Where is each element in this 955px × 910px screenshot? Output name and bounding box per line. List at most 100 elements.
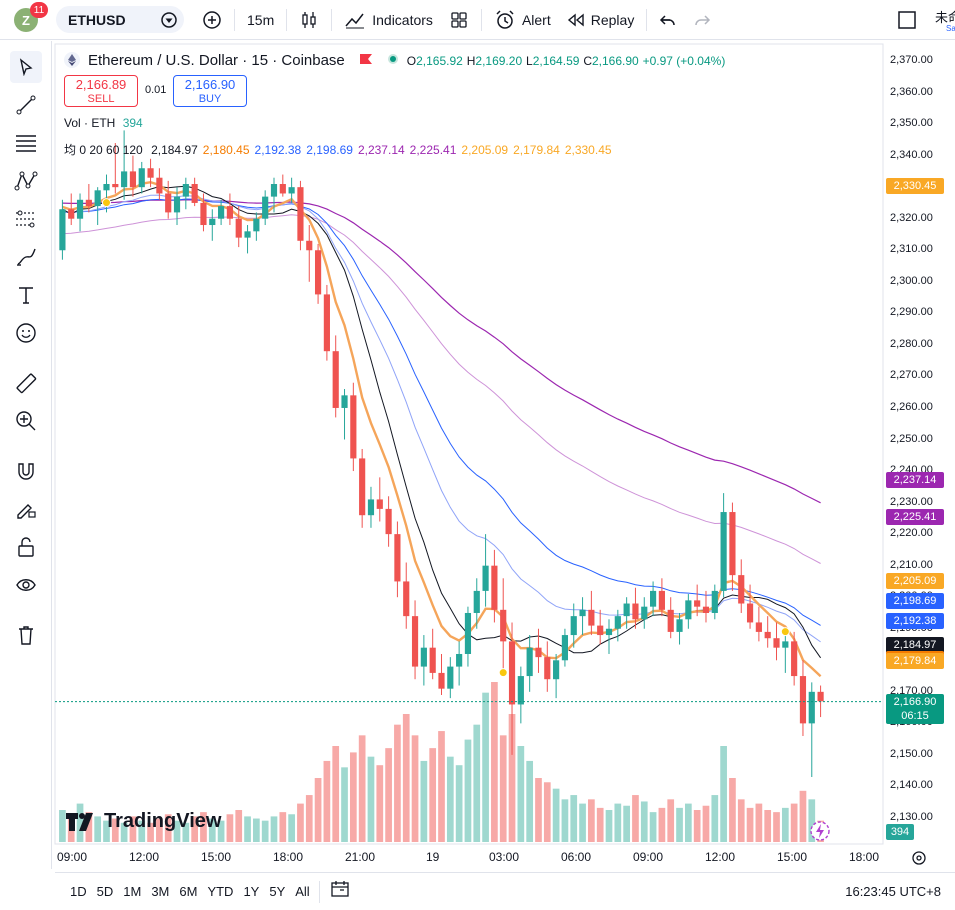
candle-body <box>226 206 233 219</box>
brush-tool[interactable] <box>10 241 42 273</box>
interval-button[interactable]: 15m <box>247 12 275 28</box>
fib-tool[interactable] <box>10 127 42 159</box>
range-ytd-button[interactable]: YTD <box>207 884 234 899</box>
volume-bar <box>632 795 639 842</box>
sell-button[interactable]: 2,166.89 SELL <box>64 75 138 107</box>
text-tool[interactable] <box>10 279 42 311</box>
magnet-tool[interactable] <box>10 455 42 487</box>
volume-bar <box>764 810 772 842</box>
candle-body <box>138 168 145 188</box>
candle-body <box>253 218 260 232</box>
candle-body <box>456 653 463 667</box>
ma-value: 2,330.45 <box>564 143 612 157</box>
replay-label: Replay <box>590 12 635 28</box>
candle-body <box>147 168 154 178</box>
volume-bar <box>790 803 798 842</box>
replay-button[interactable]: Replay <box>559 5 643 35</box>
layout-name[interactable]: 未命 <box>935 10 955 25</box>
tradingview-watermark[interactable]: TradingView <box>66 810 221 833</box>
change-value: +0.97 (+0.04%) <box>642 54 726 68</box>
candle-body <box>702 606 710 613</box>
cursor-tool[interactable] <box>10 51 42 83</box>
last-price-label: 2,166.90 06:15 <box>886 694 944 724</box>
volume-bar <box>711 795 719 842</box>
range-1y-button[interactable]: 1Y <box>243 884 260 899</box>
candle-body <box>808 691 815 724</box>
measure-tool[interactable] <box>10 367 42 399</box>
lightning-icon[interactable] <box>809 820 831 847</box>
symbol-title[interactable]: Ethereum / U.S. Dollar · 15 · Coinbase <box>88 51 345 69</box>
candle-body <box>279 184 286 194</box>
remove-tool[interactable] <box>10 619 42 651</box>
lock-drawings-tool[interactable] <box>10 493 42 525</box>
time-settings-icon[interactable] <box>911 850 927 871</box>
clock[interactable]: 16:23:45 UTC+8 <box>845 884 941 899</box>
range-6m-button[interactable]: 6M <box>179 884 198 899</box>
symbol-search-icon[interactable] <box>160 11 178 32</box>
volume-legend[interactable]: Vol · ETH 394 <box>64 116 143 130</box>
goto-date-button[interactable] <box>330 880 350 903</box>
candle-body <box>720 512 727 591</box>
candle-body <box>614 616 621 629</box>
redo-button[interactable] <box>685 5 719 35</box>
alert-button[interactable]: Alert <box>486 5 559 35</box>
price-tick: 2,170.00 <box>890 684 933 697</box>
candle-body <box>535 647 542 658</box>
volume-bar <box>508 714 516 842</box>
volume-bar <box>473 724 481 842</box>
emoji-tool[interactable] <box>10 317 42 349</box>
undo-button[interactable] <box>651 5 685 35</box>
candle-body <box>553 660 560 680</box>
fullscreen-button[interactable] <box>897 10 917 35</box>
trend-line-tool[interactable] <box>10 89 42 121</box>
volume-bar <box>526 760 534 842</box>
volume-bar <box>332 746 340 842</box>
volume-bar <box>702 805 710 842</box>
lock-tool[interactable] <box>10 531 42 563</box>
grid-icon <box>451 12 467 28</box>
signal-dot <box>780 627 790 637</box>
ma-price-label: 2,184.97 <box>886 636 944 653</box>
candle-body <box>685 600 692 620</box>
price-tick: 2,250.00 <box>890 432 933 445</box>
ma-legend[interactable]: 均 0 20 60 120 2,184.97 2,180.45 2,192.38 2,… <box>64 141 612 158</box>
add-symbol-button[interactable] <box>194 5 230 35</box>
pattern-tool[interactable] <box>10 165 42 197</box>
time-tick: 18:00 <box>849 850 880 864</box>
indicators-button[interactable]: Indicators <box>336 5 441 35</box>
range-5d-button[interactable]: 5D <box>96 884 114 899</box>
hide-tool[interactable] <box>10 569 42 601</box>
time-tick: 03:00 <box>489 850 520 864</box>
ma-price-label: 2,192.38 <box>886 613 944 630</box>
drawing-toolbar <box>0 41 52 869</box>
range-1m-button[interactable]: 1M <box>123 884 142 899</box>
open-value: 2,165.92 <box>416 54 463 68</box>
candle-body <box>129 171 137 188</box>
range-all-button[interactable]: All <box>295 884 310 899</box>
candle-body <box>500 609 507 642</box>
h-label: H <box>466 54 476 68</box>
candle-body <box>482 565 489 591</box>
ma-value: 2,184.97 <box>151 143 198 157</box>
range-1d-button[interactable]: 1D <box>70 884 87 899</box>
time-tick: 06:00 <box>561 850 592 864</box>
buy-button[interactable]: 2,166.90 BUY <box>173 75 247 107</box>
layouts-button[interactable] <box>441 5 477 35</box>
volume-bar <box>349 752 357 842</box>
divider <box>331 9 333 31</box>
volume-bar <box>693 810 701 842</box>
time-tick: 21:00 <box>345 850 376 864</box>
chart-type-button[interactable] <box>291 5 327 35</box>
volume-bar <box>226 814 234 842</box>
range-5y-button[interactable]: 5Y <box>269 884 286 899</box>
zoom-tool[interactable] <box>10 405 42 437</box>
ruler-icon <box>16 373 37 394</box>
range-3m-button[interactable]: 3M <box>151 884 170 899</box>
forecast-tool[interactable] <box>10 203 42 235</box>
candle-body <box>729 512 736 576</box>
candle-body <box>447 666 454 689</box>
symbol-search[interactable]: ETHUSD <box>56 6 184 33</box>
price-tick: 2,290.00 <box>890 306 933 319</box>
